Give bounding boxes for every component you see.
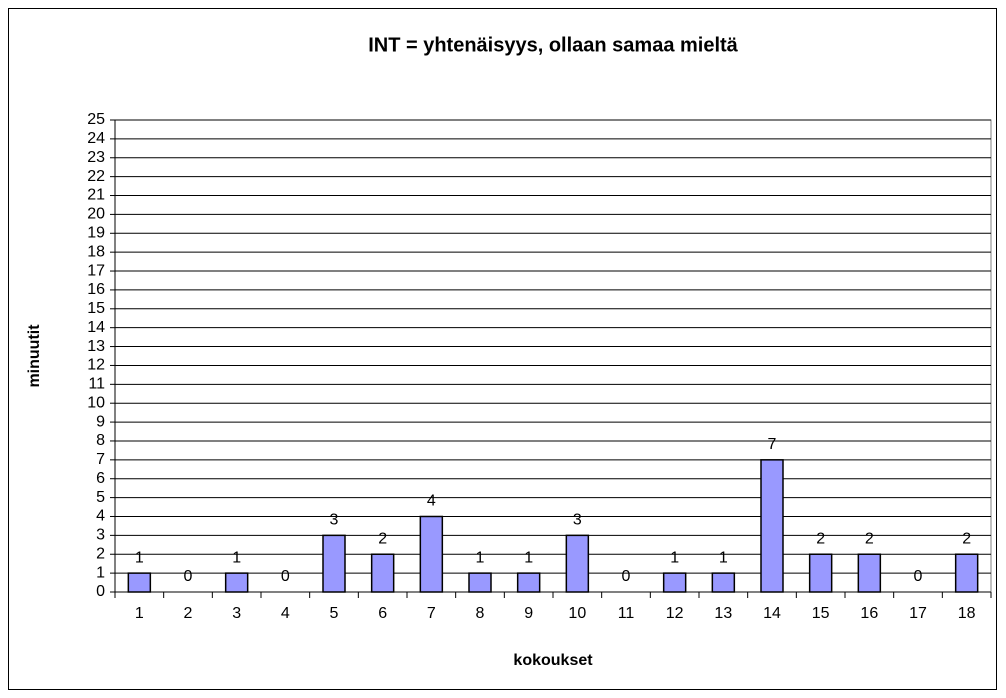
- y-tick-label: 19: [87, 224, 105, 241]
- y-tick-label: 5: [96, 489, 105, 506]
- y-tick-label: 18: [87, 243, 105, 260]
- data-label: 1: [232, 549, 241, 566]
- y-tick-label: 23: [87, 149, 105, 166]
- data-label: 1: [719, 549, 728, 566]
- y-tick-label: 14: [87, 319, 105, 336]
- x-tick-label: 18: [958, 605, 976, 622]
- y-tick-label: 16: [87, 281, 105, 298]
- data-label: 0: [914, 568, 923, 585]
- y-tick-label: 0: [96, 583, 105, 600]
- y-tick-label: 6: [96, 470, 105, 487]
- data-label: 0: [281, 568, 290, 585]
- bar: [322, 534, 346, 593]
- x-tick-label: 3: [232, 605, 241, 622]
- y-tick-label: 4: [96, 508, 105, 525]
- x-tick-label: 17: [909, 605, 927, 622]
- data-label: 0: [184, 568, 193, 585]
- x-tick-label: 5: [330, 605, 339, 622]
- bar: [419, 515, 444, 593]
- data-label: 2: [378, 530, 387, 547]
- x-axis-label: kokoukset: [513, 652, 593, 669]
- x-tick-label: 11: [618, 605, 635, 622]
- y-tick-label: 22: [87, 168, 105, 185]
- y-tick-label: 3: [96, 527, 105, 544]
- data-label: 1: [524, 549, 533, 566]
- x-tick-label: 9: [524, 605, 533, 622]
- data-label: 0: [622, 568, 631, 585]
- data-label: 3: [330, 512, 339, 529]
- bar: [808, 553, 833, 593]
- data-label: 1: [476, 549, 485, 566]
- y-axis-label: minuutit: [26, 324, 43, 388]
- y-tick-label: 11: [88, 376, 105, 393]
- y-tick-label: 25: [87, 111, 105, 128]
- x-tick-label: 15: [812, 605, 830, 622]
- x-tick-label: 7: [427, 605, 436, 622]
- data-label: 2: [962, 530, 971, 547]
- data-label: 3: [573, 512, 582, 529]
- x-tick-label: 4: [281, 605, 290, 622]
- bar: [760, 459, 784, 593]
- data-label: 2: [816, 530, 825, 547]
- y-tick-label: 20: [87, 206, 105, 223]
- x-tick-label: 1: [135, 605, 144, 622]
- bar: [711, 572, 736, 593]
- y-tick-label: 15: [87, 300, 105, 317]
- y-tick-label: 1: [96, 564, 105, 581]
- bar: [468, 572, 492, 593]
- y-tick-label: 17: [87, 262, 105, 279]
- bar: [954, 553, 979, 593]
- y-tick-label: 10: [87, 394, 105, 411]
- x-tick-label: 14: [763, 605, 781, 622]
- bar: [224, 572, 249, 593]
- bar: [857, 553, 882, 593]
- x-tick-label: 12: [666, 605, 684, 622]
- x-tick-label: 10: [568, 605, 586, 622]
- y-tick-label: 9: [96, 413, 105, 430]
- data-label: 4: [427, 493, 436, 510]
- y-tick-label: 7: [96, 451, 105, 468]
- x-tick-label: 6: [378, 605, 387, 622]
- data-label: 2: [865, 530, 874, 547]
- data-label: 1: [670, 549, 679, 566]
- x-tick-label: 13: [714, 605, 732, 622]
- y-tick-label: 12: [87, 357, 105, 374]
- data-label: 1: [135, 549, 144, 566]
- bar: [370, 553, 395, 593]
- bar: [127, 572, 152, 593]
- bar: [565, 534, 590, 593]
- plot-area: [114, 119, 992, 593]
- y-tick-label: 2: [96, 545, 105, 562]
- x-tick-label: 2: [184, 605, 193, 622]
- bar: [662, 572, 687, 593]
- y-tick-label: 13: [87, 338, 105, 355]
- y-tick-label: 8: [96, 432, 105, 449]
- data-label: 7: [768, 436, 777, 453]
- y-tick-label: 21: [87, 187, 105, 204]
- bar: [516, 572, 541, 593]
- x-tick-label: 8: [476, 605, 485, 622]
- x-tick-label: 16: [860, 605, 878, 622]
- chart-title: INT = yhtenäisyys, ollaan samaa mieltä: [368, 34, 738, 56]
- y-tick-label: 24: [87, 130, 105, 147]
